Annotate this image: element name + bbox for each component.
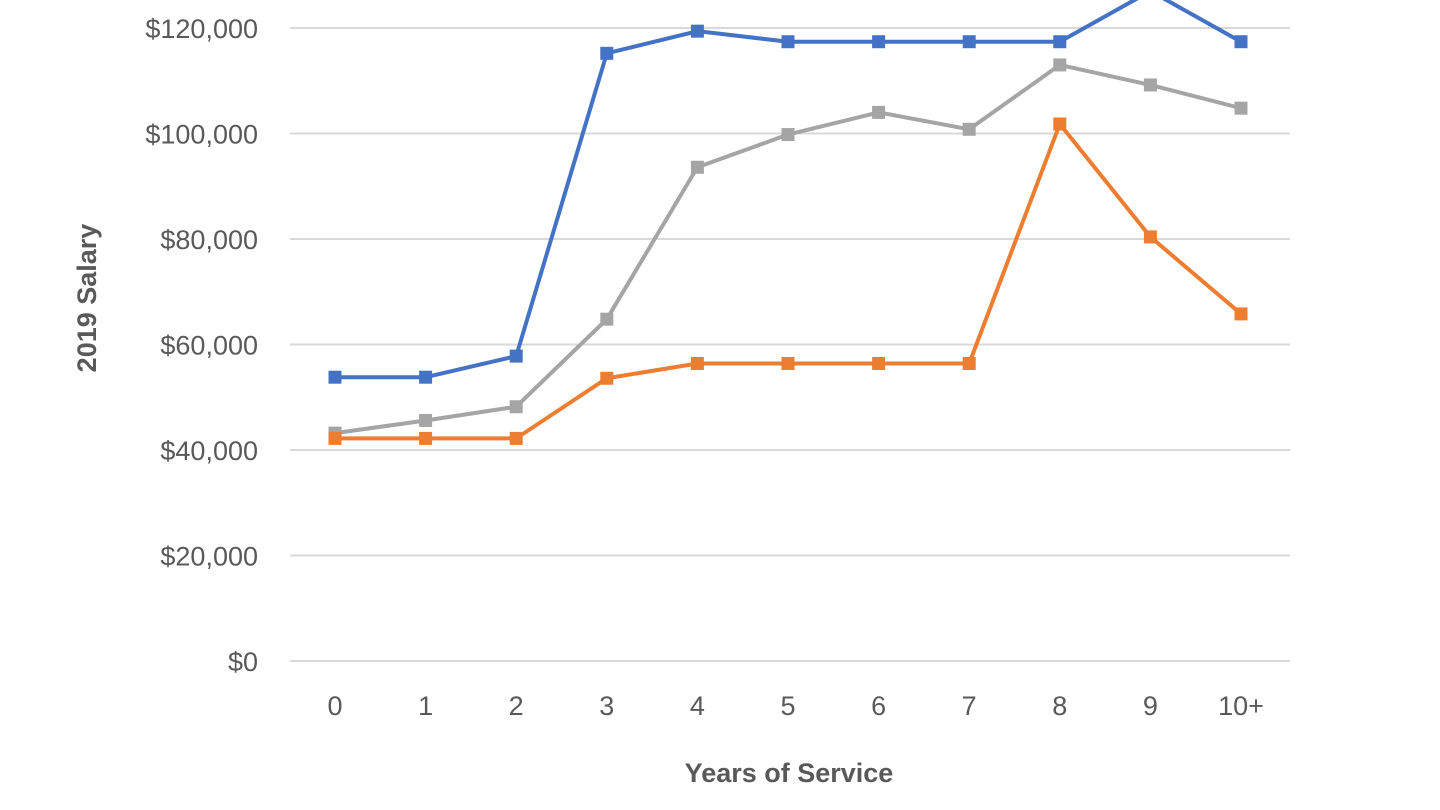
gridlines [290, 27, 1290, 662]
data-point-marker [872, 356, 886, 370]
y-tick-label: $40,000 [160, 436, 258, 466]
data-point-marker [1053, 35, 1067, 49]
data-point-marker [1143, 78, 1157, 92]
data-point-marker [1234, 35, 1248, 49]
series-group [328, 117, 1248, 445]
data-point-marker [419, 413, 433, 427]
data-point-marker [1053, 117, 1067, 131]
y-axis-tick-labels: $0 $20,000 $40,000 $60,000 $80,000 $100,000 $1… [145, 14, 258, 677]
data-point-marker [781, 128, 795, 142]
series-layer [328, 0, 1248, 445]
data-point-marker [690, 160, 704, 174]
data-point-marker [962, 356, 976, 370]
x-axis-tick-labels: 0 1 2 3 4 5 6 7 8 9 10+ [327, 691, 1263, 721]
x-tick-label: 5 [780, 691, 795, 721]
x-tick-label: 4 [690, 691, 705, 721]
y-tick-label: $120,000 [145, 14, 258, 44]
y-tick-label: $60,000 [160, 331, 258, 361]
data-point-marker [419, 370, 433, 384]
data-point-marker [872, 35, 886, 49]
data-point-marker [328, 431, 342, 445]
data-point-marker [690, 24, 704, 38]
data-point-marker [781, 35, 795, 49]
data-point-marker [1053, 58, 1067, 72]
data-point-marker [509, 400, 523, 414]
data-point-marker [419, 431, 433, 445]
data-point-marker [600, 371, 614, 385]
series-line [333, 122, 1243, 441]
y-tick-label: $80,000 [160, 225, 258, 255]
x-tick-label: 1 [418, 691, 433, 721]
data-point-marker [781, 356, 795, 370]
data-point-marker [962, 35, 976, 49]
y-axis-title: 2019 Salary [72, 224, 102, 373]
x-axis-title: Years of Service [685, 758, 894, 788]
x-tick-label: 2 [509, 691, 524, 721]
x-tick-label: 9 [1143, 691, 1158, 721]
series-group [328, 0, 1248, 384]
data-point-marker [962, 122, 976, 136]
y-tick-label: $0 [228, 647, 258, 677]
x-tick-label: 3 [599, 691, 614, 721]
data-point-marker [328, 370, 342, 384]
data-point-marker [690, 356, 704, 370]
data-point-marker [509, 349, 523, 363]
x-tick-label: 0 [327, 691, 342, 721]
x-tick-label: 8 [1052, 691, 1067, 721]
data-point-marker [872, 105, 886, 119]
data-point-marker [600, 312, 614, 326]
data-point-marker [509, 431, 523, 445]
data-point-marker [1143, 230, 1157, 244]
data-point-marker [600, 46, 614, 60]
y-tick-label: $100,000 [145, 120, 258, 150]
data-point-marker [1234, 101, 1248, 115]
x-tick-label: 10+ [1218, 691, 1264, 721]
data-point-marker [1234, 307, 1248, 321]
x-tick-label: 7 [962, 691, 977, 721]
series-line [333, 62, 1243, 436]
series-group [328, 58, 1248, 440]
x-tick-label: 6 [871, 691, 886, 721]
series-line [333, 0, 1243, 380]
y-tick-label: $20,000 [160, 542, 258, 572]
